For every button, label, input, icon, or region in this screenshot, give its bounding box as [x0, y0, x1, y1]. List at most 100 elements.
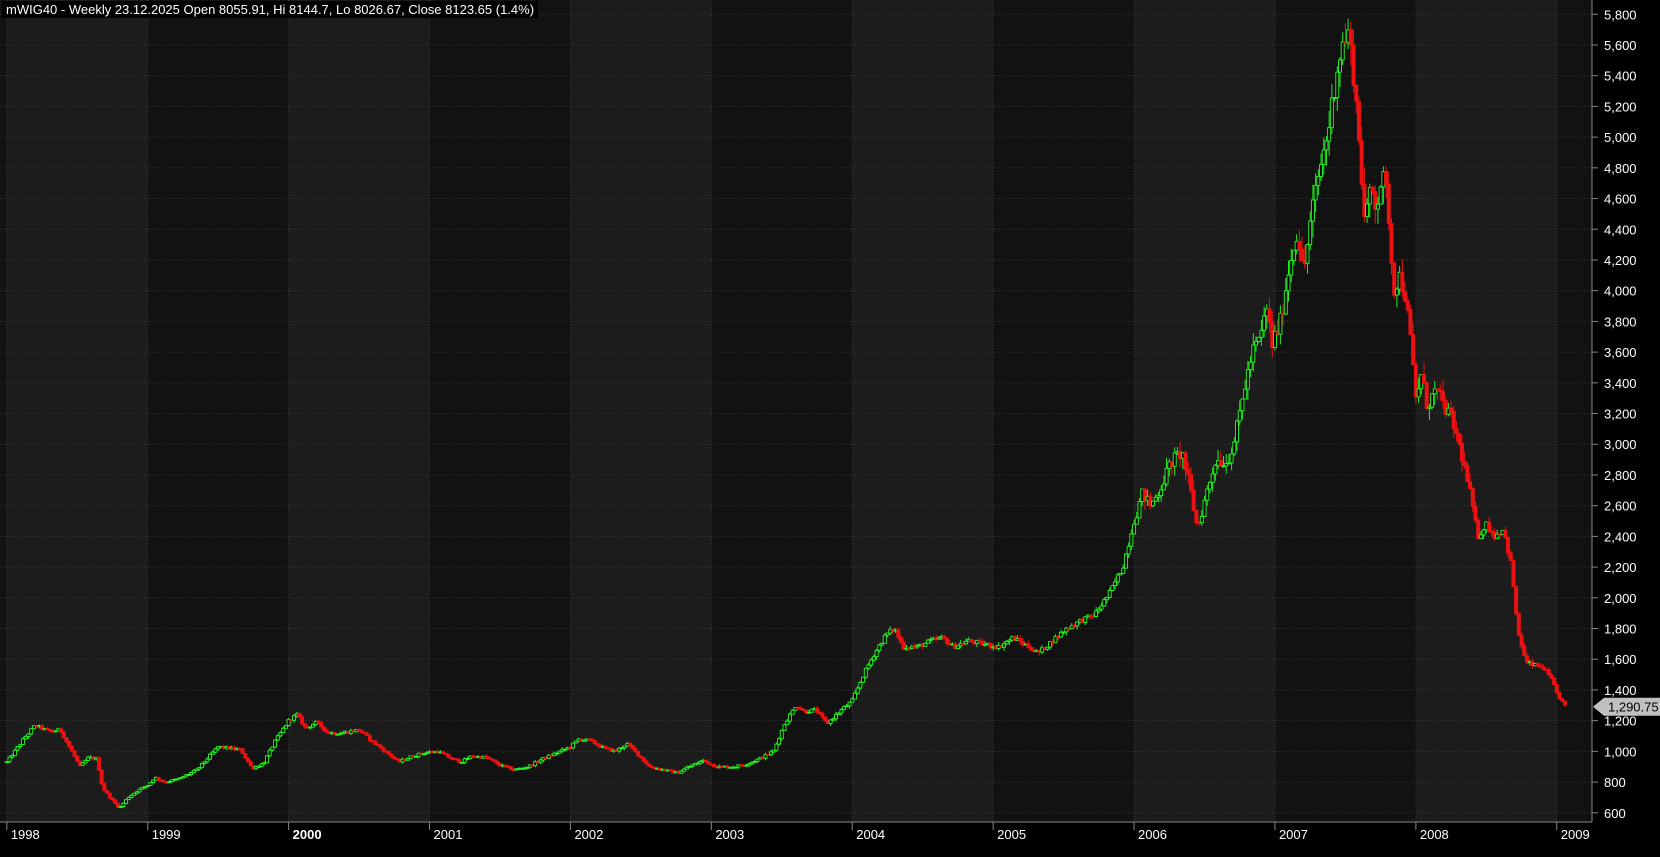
y-tick-label: 1,600 — [1604, 652, 1637, 667]
candle-body — [638, 755, 643, 759]
candle-body — [969, 639, 974, 643]
candle-body — [1405, 300, 1410, 311]
candle-body — [1435, 388, 1440, 391]
candle-body — [1449, 407, 1454, 412]
candle-body — [159, 779, 164, 782]
candle-body — [145, 784, 150, 788]
y-tick-label: 3,000 — [1604, 437, 1637, 452]
candle-body — [208, 753, 213, 760]
candle-body — [1123, 553, 1128, 569]
candle-body — [866, 664, 871, 669]
y-tick-label: 3,400 — [1604, 376, 1637, 391]
candle-body — [877, 644, 882, 651]
candle-body — [1156, 495, 1161, 498]
y-tick-label: 4,800 — [1604, 161, 1637, 176]
candle-body — [684, 766, 689, 770]
candle-body — [733, 766, 738, 769]
candle-body — [59, 728, 64, 733]
candle-body — [413, 755, 418, 758]
candle-body — [140, 786, 145, 790]
candle-body — [1232, 441, 1237, 455]
candle-body — [492, 759, 497, 762]
year-band — [147, 0, 289, 822]
candle-body — [1511, 560, 1516, 587]
candle-body — [871, 656, 876, 661]
candle-body — [926, 639, 931, 644]
candle-body — [107, 792, 112, 799]
candle-body — [213, 748, 218, 753]
candle-body — [1386, 183, 1391, 224]
candle-body — [105, 790, 110, 794]
candle-body — [180, 776, 185, 779]
candle-body — [1026, 643, 1031, 649]
candle-body — [7, 756, 12, 763]
candle-body — [324, 729, 329, 733]
candle-body — [1235, 420, 1240, 443]
chart-title: mWIG40 - Weekly 23.12.2025 Open 8055.91,… — [2, 1, 539, 18]
candle-body — [1503, 529, 1508, 538]
candle-body — [647, 763, 652, 767]
candle-body — [1562, 700, 1567, 706]
candle-body — [1400, 271, 1405, 293]
x-tick-label: 2002 — [574, 827, 603, 842]
y-tick-label: 3,800 — [1604, 314, 1637, 329]
candle-body — [381, 747, 386, 752]
candle-body — [1459, 442, 1464, 462]
x-tick-label: 1998 — [11, 827, 40, 842]
candle-body — [151, 779, 156, 783]
candle-body — [1278, 312, 1283, 335]
candle-body — [1075, 621, 1080, 627]
candle-body — [286, 718, 291, 727]
candle-body — [806, 711, 811, 714]
candle-body — [1132, 523, 1137, 535]
candle-body — [61, 731, 66, 739]
candle-body — [1473, 505, 1478, 521]
candle-body — [1183, 452, 1188, 471]
candle-body — [1004, 640, 1009, 645]
year-band — [711, 0, 853, 822]
candle-body — [96, 757, 101, 771]
candle-body — [554, 752, 559, 755]
candle-body — [1560, 698, 1565, 702]
y-tick-label: 5,400 — [1604, 69, 1637, 84]
candle-body — [270, 746, 275, 751]
candle-body — [1337, 59, 1342, 73]
candle-body — [1508, 552, 1513, 562]
candle-body — [980, 640, 985, 646]
candle-body — [1129, 533, 1134, 547]
candle-body — [885, 632, 890, 636]
y-tick-label: 600 — [1604, 806, 1626, 821]
candle-body — [1245, 369, 1250, 390]
candle-body — [945, 638, 950, 644]
candle-body — [869, 659, 874, 666]
candle-body — [1137, 501, 1142, 519]
candle-body — [1153, 496, 1158, 502]
candle-body — [1451, 410, 1456, 430]
y-tick-label: 5,200 — [1604, 99, 1637, 114]
candle-body — [1007, 639, 1012, 642]
candle-body — [690, 764, 695, 767]
candle-body — [1354, 85, 1359, 102]
candle-body — [1468, 481, 1473, 489]
candle-body — [964, 640, 969, 645]
candles — [4, 18, 1567, 809]
candle-body — [533, 761, 538, 767]
candle-body — [809, 708, 814, 713]
candle-body — [1186, 469, 1191, 476]
candle-body — [248, 761, 253, 767]
candle-body — [446, 753, 451, 758]
candle-body — [777, 738, 782, 745]
candle-body — [592, 739, 597, 745]
y-tick-label: 2,800 — [1604, 468, 1637, 483]
candle-body — [191, 769, 196, 774]
candle-body — [1058, 631, 1063, 638]
candle-body — [1438, 389, 1443, 393]
candle-body — [1389, 222, 1394, 264]
candle-body — [1384, 171, 1389, 185]
candle-body — [405, 758, 410, 761]
candle-body — [636, 750, 641, 757]
candle-body — [1243, 388, 1248, 400]
candle-body — [1421, 374, 1426, 384]
candle-body — [1113, 581, 1118, 587]
